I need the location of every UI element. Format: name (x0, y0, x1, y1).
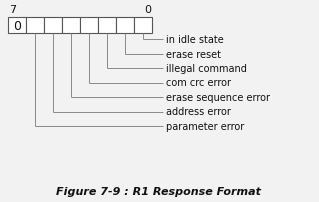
Text: in idle state: in idle state (166, 35, 224, 45)
Text: Figure 7-9 : R1 Response Format: Figure 7-9 : R1 Response Format (56, 186, 262, 196)
Bar (62, 18, 80, 34)
Bar (26, 18, 44, 34)
Text: illegal command: illegal command (166, 64, 247, 74)
Text: 0: 0 (13, 19, 21, 32)
Text: 7: 7 (9, 5, 16, 15)
Text: erase reset: erase reset (166, 49, 221, 59)
Bar (44, 18, 62, 34)
Text: com crc error: com crc error (166, 78, 231, 88)
Bar (98, 18, 116, 34)
Text: address error: address error (166, 107, 231, 117)
Bar (116, 18, 134, 34)
Bar (80, 18, 98, 34)
Text: parameter error: parameter error (166, 121, 244, 131)
Text: 0: 0 (144, 5, 151, 15)
Bar (8, 18, 26, 34)
Bar (134, 18, 152, 34)
Text: erase sequence error: erase sequence error (166, 93, 270, 102)
